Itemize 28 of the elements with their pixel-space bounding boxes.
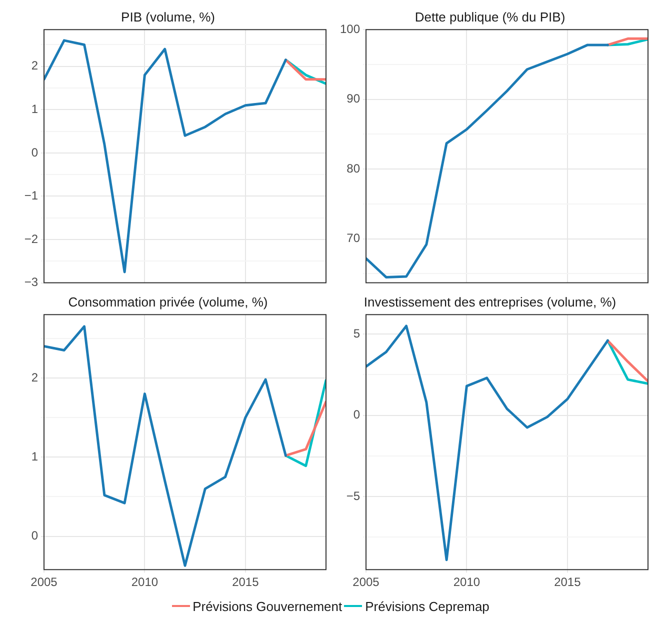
x-tick-label: 2015	[554, 575, 582, 590]
chart-title: PIB (volume, %)	[121, 9, 215, 24]
y-tick-label: 5	[353, 326, 360, 340]
y-tick-label: 80	[346, 161, 360, 176]
legend-label: Prévisions Gouvernement	[192, 598, 342, 614]
y-tick-label: −2	[24, 232, 38, 246]
y-tick-label: −1	[24, 188, 38, 203]
y-tick-label: 1	[31, 102, 38, 116]
y-tick-label: 2	[31, 58, 38, 73]
chart-title: Investissement des entreprises (volume, %)	[364, 294, 616, 310]
x-tick-label: 2010	[131, 575, 158, 590]
x-tick-label: 2005	[30, 575, 58, 590]
y-tick-label: 100	[340, 22, 360, 36]
legend-label: Prévisions Cepremap	[365, 598, 490, 614]
y-tick-label: 0	[31, 145, 38, 160]
y-tick-label: 90	[346, 92, 360, 106]
x-tick-label: 2005	[352, 575, 380, 590]
x-tick-label: 2015	[232, 575, 260, 590]
y-tick-label: 70	[346, 231, 360, 246]
chart-title: Consommation privée (volume, %)	[68, 294, 268, 310]
x-tick-label: 2010	[453, 575, 480, 590]
y-tick-label: 2	[31, 370, 38, 384]
chart-title: Dette publique (% du PIB)	[414, 9, 566, 24]
y-tick-label: 0	[353, 408, 360, 422]
y-tick-label: −5	[346, 488, 360, 503]
y-tick-label: 1	[31, 449, 38, 464]
y-tick-label: 0	[31, 528, 38, 543]
y-tick-label: −3	[24, 275, 38, 290]
